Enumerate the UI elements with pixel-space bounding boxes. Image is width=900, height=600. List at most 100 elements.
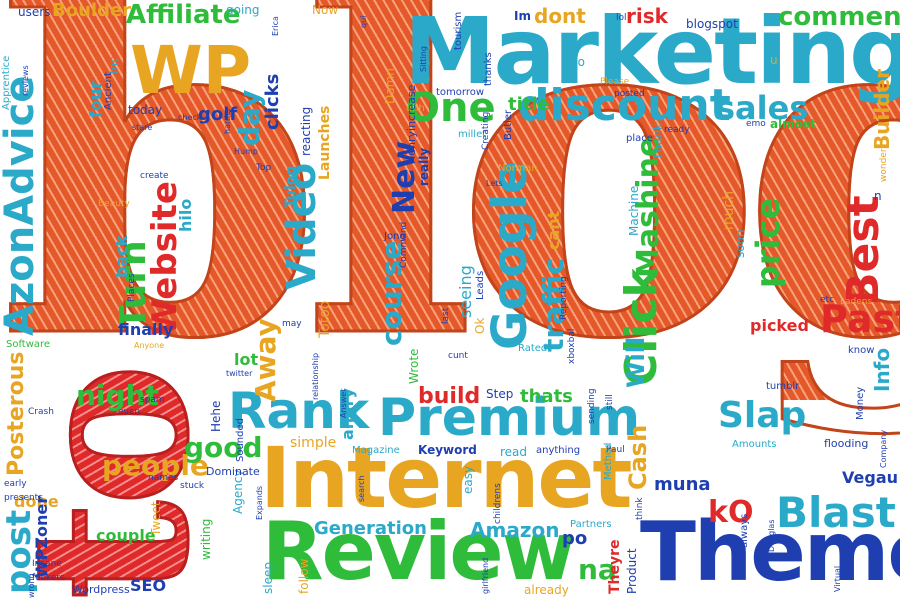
word-hilo: hilo — [176, 198, 195, 232]
word-much: much — [721, 190, 737, 230]
word-totoo: Totoo — [317, 300, 333, 338]
word-still: still — [605, 394, 615, 410]
word-info: Info — [870, 347, 894, 392]
word-rank: Rank — [228, 382, 370, 440]
word-sleep: sleep — [261, 562, 275, 594]
word-magazine: Magazine — [352, 445, 400, 456]
word-wonder: wonder — [879, 148, 889, 182]
word-tweet: Tweet — [149, 501, 163, 536]
word-theme: Theme — [640, 505, 900, 600]
word-boulder: Boulder — [52, 0, 132, 21]
word-paul: Paul — [606, 445, 625, 455]
word-best: Best — [838, 195, 889, 306]
word-seo: SEO — [130, 576, 167, 595]
word-blogspot: blogspot — [686, 17, 738, 31]
word-soon: soon — [733, 229, 747, 258]
word-read: read — [500, 445, 528, 459]
word-lot: lot — [234, 350, 259, 369]
word-partners: Partners — [570, 519, 612, 530]
word-easy: easy — [461, 465, 475, 494]
word-method: Method — [603, 442, 614, 480]
word-expands: Expands — [255, 485, 264, 520]
word-step: Step — [486, 387, 514, 401]
word-really: really — [417, 147, 431, 186]
word-lol: lol — [616, 13, 627, 23]
word-azonadvice: AzonAdvice — [0, 75, 43, 336]
word-ko: kO — [708, 495, 754, 530]
word-builder: Builder — [870, 69, 894, 150]
word-hehe: Hehe — [209, 400, 223, 432]
word-seeing: seeing — [456, 265, 475, 318]
word-almost: almost — [770, 117, 816, 131]
word-virtual: Virtual — [833, 565, 842, 592]
word-follow: follow — [297, 558, 311, 594]
word-twitter: twitter — [226, 369, 253, 378]
word-ancient: Ancient — [103, 72, 114, 110]
word-millet: millet — [458, 129, 487, 140]
word-thats: thats — [520, 386, 573, 407]
word-vegau: Vegau — [842, 468, 898, 487]
word-butler: Butler — [503, 109, 514, 140]
word-simple: simple — [290, 435, 337, 451]
word-search: search — [357, 475, 366, 502]
word-blast: Blast — [776, 488, 896, 537]
word-four: four — [86, 80, 105, 118]
word-norman: Norman — [498, 163, 538, 174]
word-tumblr: tumblr — [766, 381, 800, 392]
word-presents: presents — [4, 493, 43, 503]
word-users: users — [18, 5, 51, 19]
word-wordpress: Wordpress — [72, 583, 130, 596]
word-good: good — [184, 431, 263, 464]
word-risk: risk — [626, 4, 668, 28]
word-tourism: tourism — [453, 11, 464, 50]
word-erica: Erica — [271, 16, 280, 36]
word-software: Software — [6, 339, 51, 350]
word-early: early — [4, 479, 27, 489]
word-answer: Answer — [339, 388, 348, 418]
word-sales: sales — [716, 89, 809, 127]
word-ready: ready — [664, 125, 690, 135]
word-finally: finally — [118, 320, 174, 339]
word-reporting: Reporting — [559, 276, 569, 320]
word-marketing: Marketing — [404, 0, 900, 105]
word-apprentice: Apprentice — [1, 55, 12, 110]
word-place: place — [626, 133, 653, 144]
word-n: n — [874, 189, 882, 203]
word-spam: spam — [140, 395, 165, 405]
word-today: today — [128, 103, 163, 117]
word-beauty: Beauty — [98, 199, 130, 209]
word-blog: blog — [0, 0, 900, 401]
word-anyone: Anyone — [134, 341, 165, 350]
word-ladens: Ladens — [840, 297, 873, 307]
word-price: price — [749, 197, 787, 288]
word-will: Will — [622, 336, 650, 388]
word-day: day — [233, 89, 266, 146]
word-rated: Rated — [518, 343, 548, 354]
word-couple: couple — [96, 526, 156, 545]
word-know: know — [848, 345, 875, 356]
word-people: people — [102, 449, 209, 482]
word-stare: stare — [132, 123, 153, 132]
word-tulog: Tulog — [283, 165, 299, 208]
word-theyre: Theyre — [607, 539, 623, 594]
word-insane: Insane — [32, 559, 62, 569]
word-think: think — [635, 497, 645, 520]
word-reviews: reviews — [21, 65, 30, 96]
word-damn: Damn — [383, 68, 397, 104]
word-sounded: Sounded — [235, 418, 246, 462]
word-affiliate: Affiliate — [126, 0, 241, 30]
word-harder: harder — [223, 107, 232, 134]
word-writing: writing — [199, 518, 213, 560]
word-golf: golf — [198, 104, 238, 125]
word-sitting: Sitting — [419, 46, 428, 72]
word-crash: Crash — [28, 407, 54, 417]
word-hump: Hump — [234, 147, 258, 156]
word-etc: etc — [820, 295, 835, 305]
word-xbox: xboxbal — [567, 328, 577, 364]
word-title: title — [508, 94, 550, 115]
word-even: even — [118, 407, 141, 417]
word-one: One — [406, 85, 496, 131]
word-wp: WP — [130, 32, 252, 109]
word-cunt: cunt — [448, 351, 468, 361]
word-dominate: Dominate — [206, 465, 260, 478]
